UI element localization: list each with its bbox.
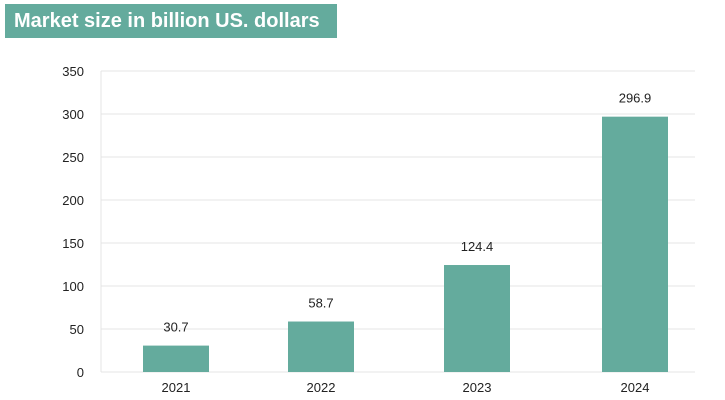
x-tick-label-2023: 2023 [463, 380, 492, 395]
bar-2022 [288, 321, 354, 372]
y-tick-label-350: 350 [62, 64, 84, 79]
x-tick-label-2021: 2021 [162, 380, 191, 395]
bar-2021 [143, 345, 209, 372]
x-tick-label-2022: 2022 [307, 380, 336, 395]
y-tick-label-100: 100 [62, 279, 84, 294]
y-tick-label-150: 150 [62, 236, 84, 251]
data-label-2023: 124.4 [461, 239, 494, 254]
y-tick-label-0: 0 [77, 365, 84, 380]
chart-title: Market size in billion US. dollars [5, 4, 337, 38]
bars [143, 116, 668, 372]
data-label-2021: 30.7 [163, 320, 188, 335]
x-axis-tick-labels: 2021 2022 2023 2024 [162, 380, 650, 395]
y-tick-label-200: 200 [62, 193, 84, 208]
data-labels: 30.7 58.7 124.4 296.9 [163, 91, 651, 335]
y-axis-tick-labels: 0 50 100 150 200 250 300 350 [62, 64, 84, 380]
data-label-2024: 296.9 [619, 91, 652, 106]
data-label-2022: 58.7 [308, 296, 333, 311]
y-tick-label-300: 300 [62, 107, 84, 122]
bar-2024 [602, 116, 668, 372]
grid-lines [100, 70, 695, 373]
bar-2023 [444, 265, 510, 372]
y-tick-label-50: 50 [70, 322, 84, 337]
x-tick-label-2024: 2024 [621, 380, 650, 395]
y-tick-label-250: 250 [62, 150, 84, 165]
